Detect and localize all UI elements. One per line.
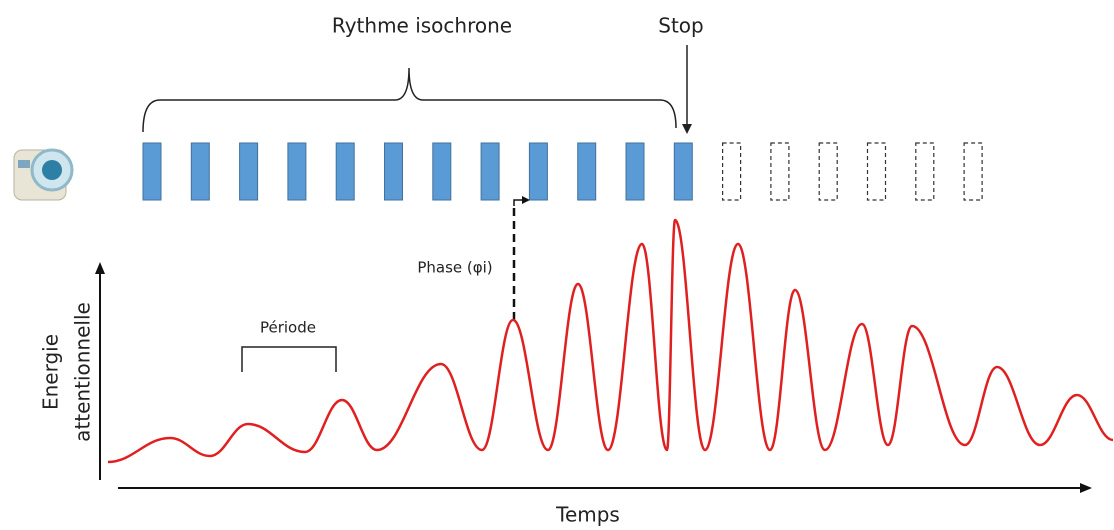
beat-block bbox=[432, 142, 452, 201]
stop-arrowhead bbox=[682, 124, 692, 134]
beat-block bbox=[239, 142, 259, 201]
attention-curve bbox=[107, 218, 1114, 464]
beat-block bbox=[190, 142, 210, 201]
phase-arrowhead bbox=[522, 196, 530, 204]
missing-beat-block bbox=[866, 142, 887, 201]
x-axis-arrowhead bbox=[1080, 483, 1092, 493]
beat-block bbox=[142, 142, 162, 201]
beat-block bbox=[335, 142, 355, 201]
x-axis-label: Temps bbox=[555, 503, 620, 527]
y-axis-label-line: attentionnelle bbox=[71, 302, 95, 442]
beat-block bbox=[480, 142, 500, 201]
beat-block bbox=[528, 142, 548, 201]
y-axis-arrowhead bbox=[95, 262, 105, 274]
blocks bbox=[142, 142, 983, 201]
stop-label: Stop bbox=[658, 14, 703, 38]
device-icon bbox=[13, 148, 74, 201]
phase-hook bbox=[513, 199, 524, 206]
y-axis-label-line: Energie bbox=[39, 334, 63, 410]
missing-beat-block bbox=[818, 142, 838, 201]
rhythm-label: Rythme isochrone bbox=[332, 14, 512, 38]
beat-block bbox=[577, 142, 597, 201]
beat-block bbox=[673, 142, 693, 201]
missing-beat-block bbox=[770, 142, 790, 201]
missing-beat-block bbox=[963, 142, 983, 201]
period-bracket bbox=[241, 346, 337, 372]
beat-block bbox=[287, 142, 307, 201]
missing-beat-block bbox=[915, 142, 935, 201]
period-label: Période bbox=[260, 319, 316, 337]
rhythm-brace bbox=[142, 67, 677, 133]
phase-label: Phase (φi) bbox=[417, 259, 492, 277]
missing-beat-block bbox=[721, 142, 742, 201]
beat-block bbox=[625, 142, 645, 201]
beat-block bbox=[384, 142, 403, 201]
